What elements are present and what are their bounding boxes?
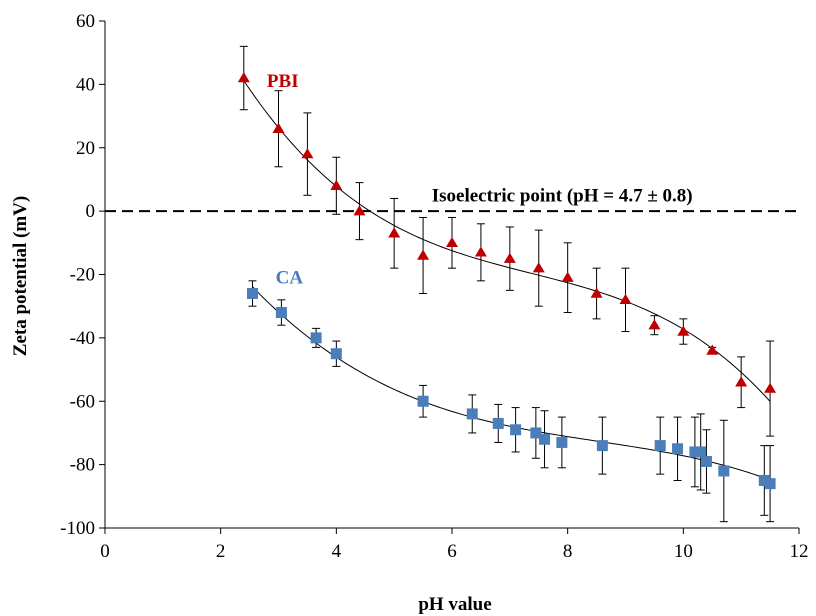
pbi-point [706,344,719,355]
ca-point [275,307,287,319]
ca-point [695,446,707,458]
pbi-point [561,271,574,282]
x-tick-label: 10 [674,541,693,562]
ca-series-label: CA [276,268,304,289]
x-tick-label: 0 [100,541,110,562]
ca-point [466,408,478,420]
ca-point [596,440,608,452]
pbi-point [301,148,314,159]
pbi-point [619,293,632,305]
x-tick-label: 12 [790,541,809,562]
ca-point [758,474,770,486]
ca-point [417,395,429,407]
x-tick-label: 8 [563,541,573,562]
y-tick-label: 40 [76,74,95,95]
ca-point [700,455,712,467]
ca-point [689,446,701,458]
x-tick-label: 4 [332,541,342,562]
pbi-point [735,376,748,387]
axes: -100 -80 -60 -40 -20 0 20 40 60 0 2 4 6 8 10 12 [60,11,808,562]
x-tick-label: 2 [216,541,226,562]
pbi-point [677,325,690,336]
pbi-point [764,382,777,393]
y-tick-label: 0 [86,201,96,222]
ca-point [556,436,568,448]
x-axis-title: pH value [418,594,491,615]
y-tick-label: -40 [70,328,95,349]
ca-point [539,433,551,445]
ca-point [530,427,542,439]
ca-point [718,465,730,477]
y-tick-label: 20 [76,138,95,159]
ca-point [310,332,322,344]
pbi-series-label: PBI [267,71,299,92]
ca-point [672,443,684,455]
pbi-point [532,262,545,273]
pbi-point [237,72,250,83]
y-axis-title: Zeta potential (mV) [10,196,31,356]
ca-point [654,440,666,452]
y-tick-label: -60 [70,391,95,412]
ca-point [510,424,522,436]
pbi-point [648,319,661,330]
ca-point [330,348,342,360]
pbi-point [417,249,430,260]
ca-point [246,288,258,300]
y-tick-label: -100 [60,518,95,539]
trendlines [243,80,771,481]
annotations: PBI CA Isoelectric point (pH = 4.7 ± 0.8) [267,71,693,288]
pbi-point [474,246,487,257]
pbi-point [353,205,366,216]
pbi-point [330,179,343,190]
y-tick-label: -20 [70,265,95,286]
ca-point [492,417,504,429]
x-tick-label: 6 [447,541,457,562]
pbi-point [272,122,285,133]
pbi-point [503,252,516,263]
ca-point [764,478,776,490]
pbi-trendline [243,80,771,402]
pbi-point [590,287,603,298]
y-tick-label: -80 [70,455,95,476]
isoelectric-point-label: Isoelectric point (pH = 4.7 ± 0.8) [432,185,693,206]
pbi-point [388,227,401,238]
y-tick-label: 60 [76,11,95,32]
pbi-point [446,236,458,248]
data-points [237,72,777,490]
